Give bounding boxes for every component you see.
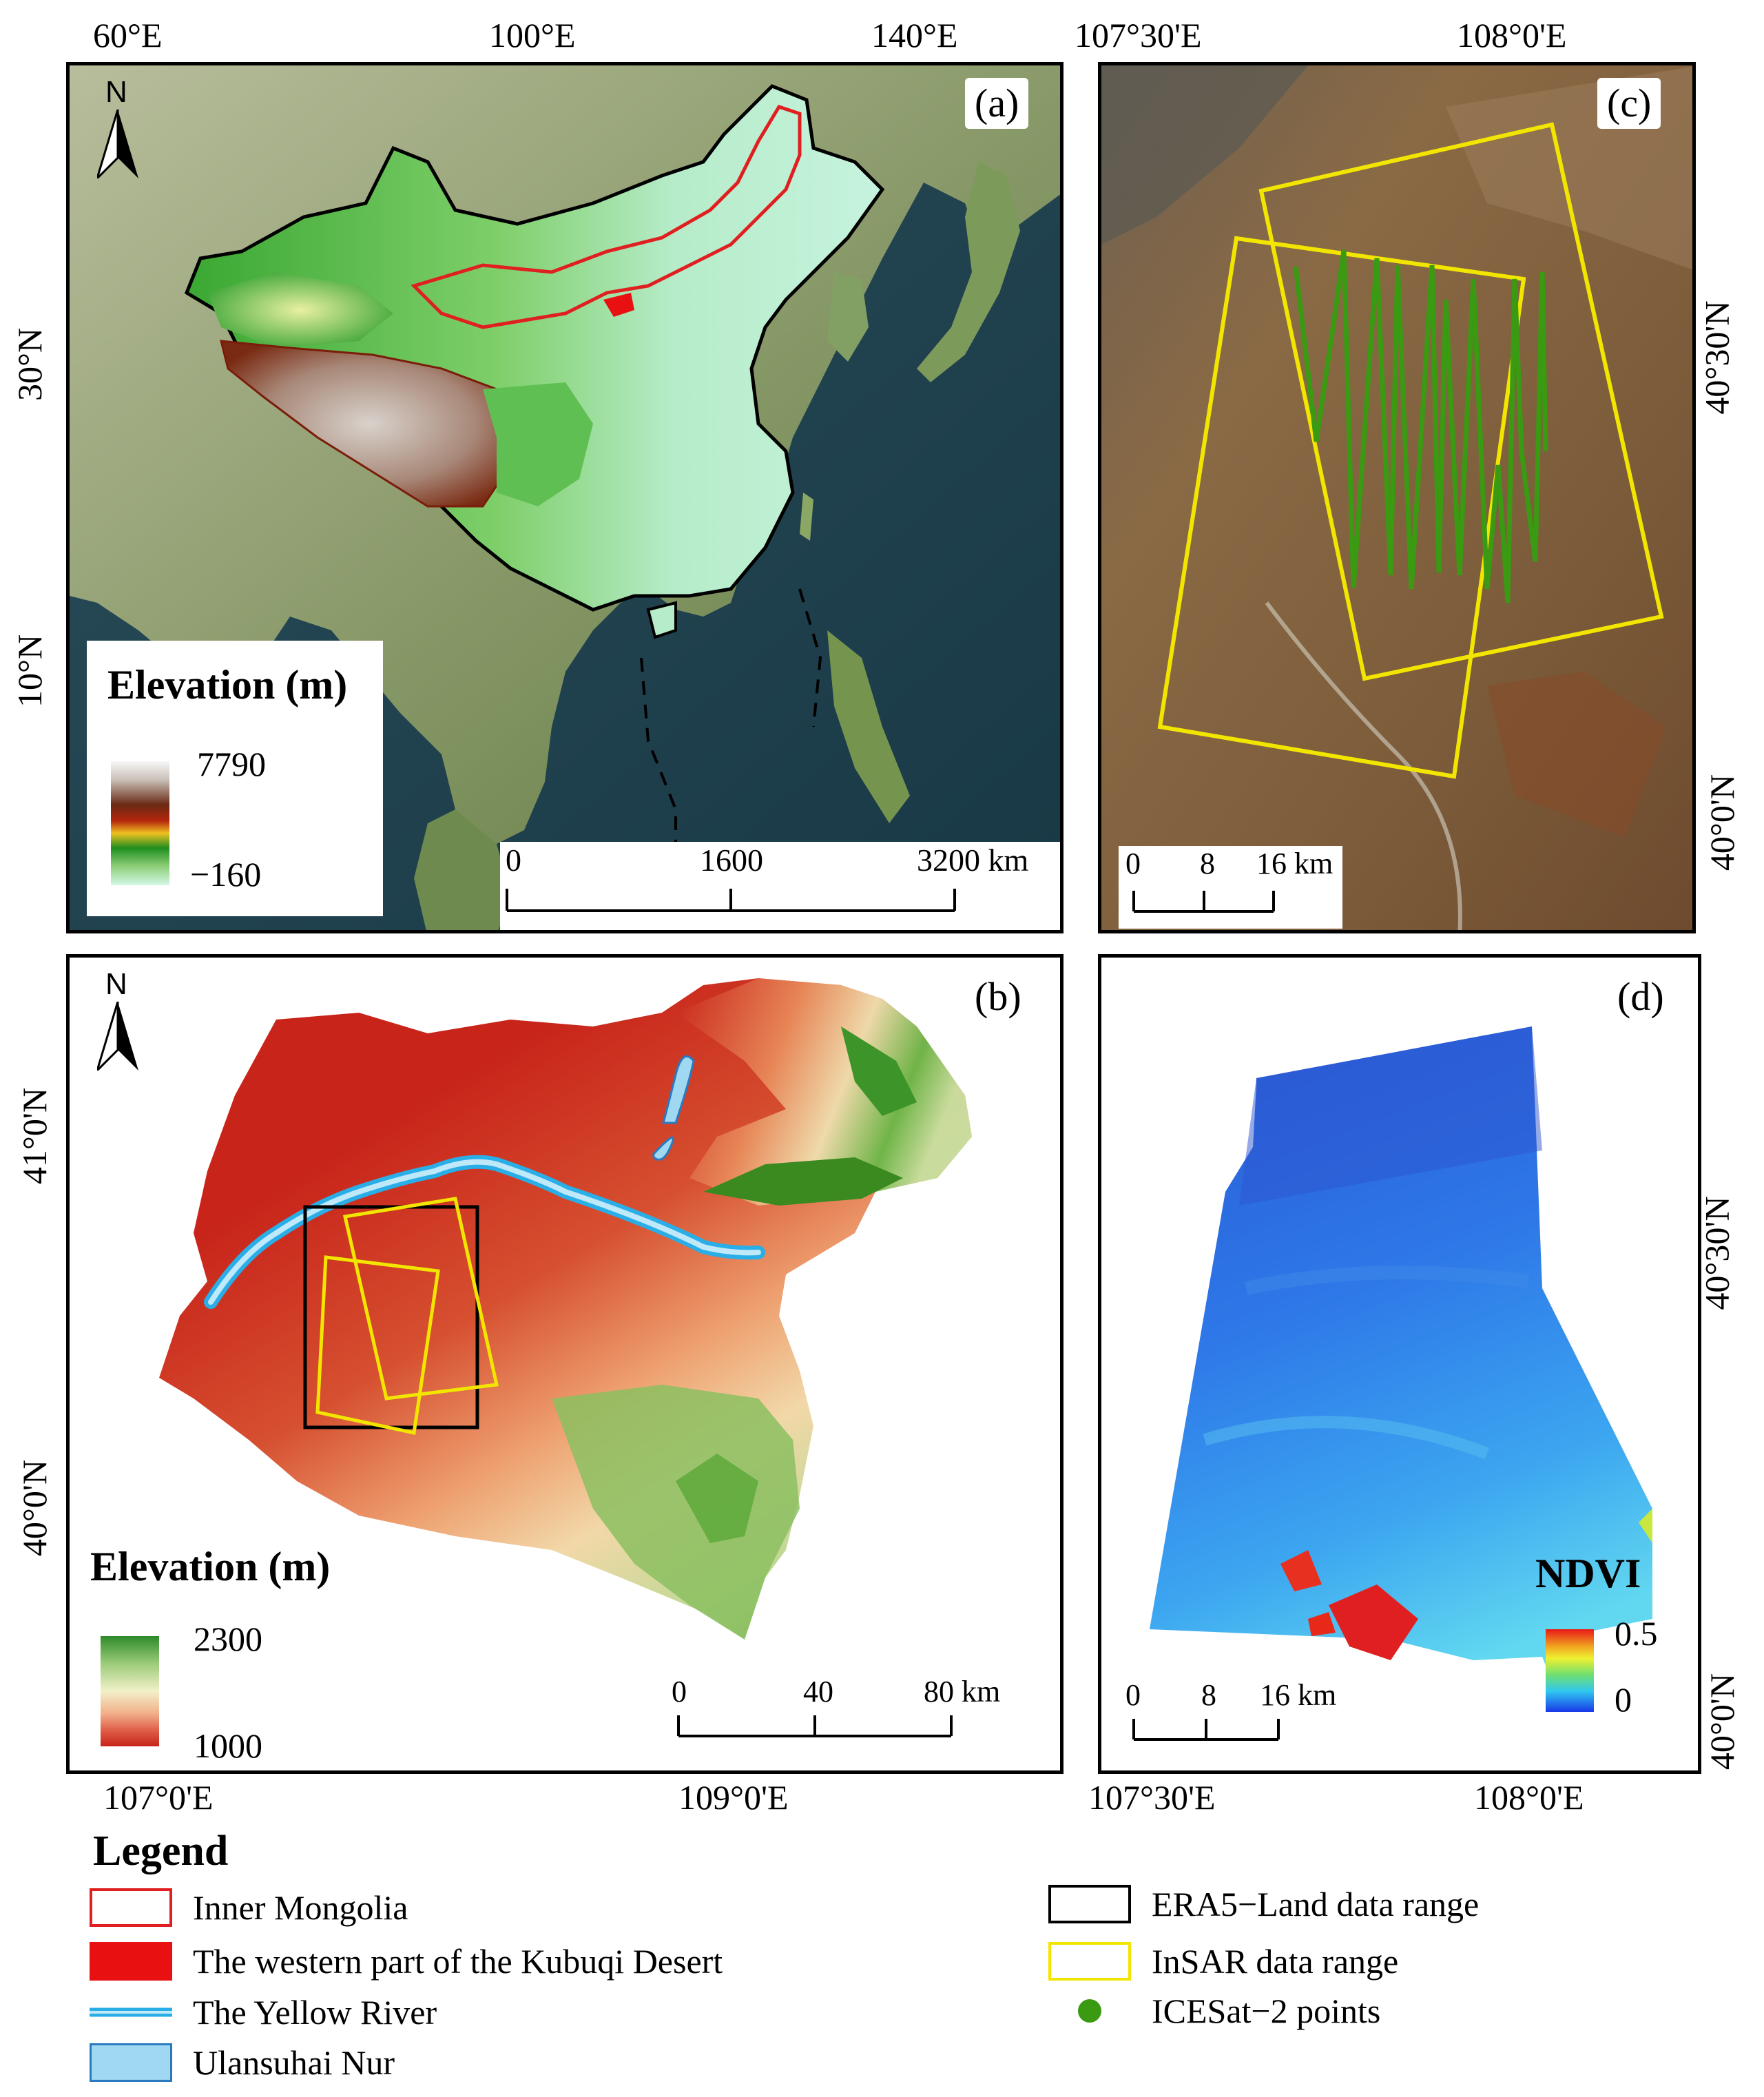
panel-d-ndvi-map: (d) NDVI 0.5 0 0 8 16 km xyxy=(1098,954,1701,1774)
legend-label: Ulansuhai Nur xyxy=(193,2043,395,2082)
ulansuhai-swatch xyxy=(90,2043,172,2082)
satellite-graphic xyxy=(1101,65,1692,930)
kubuqi-swatch xyxy=(90,1942,172,1981)
c-scale-8: 8 xyxy=(1200,847,1215,880)
a-top-tick-60e: 60°E xyxy=(93,16,163,54)
b-scale-80: 80 km xyxy=(924,1675,1001,1708)
b-left-tick-40n: 40°0'N xyxy=(15,1459,54,1557)
d-ndvi-title: NDVI xyxy=(1535,1551,1641,1596)
c-right-tick-40-0n: 40°0'N xyxy=(1703,774,1742,871)
b-bottom-tick-109e: 109°0'E xyxy=(678,1778,789,1817)
a-scale-3200: 3200 km xyxy=(917,843,1029,878)
legend-item-yellow-river: The Yellow River xyxy=(90,1992,437,2032)
legend-label: The Yellow River xyxy=(193,1993,437,2032)
a-elevation-colorbar xyxy=(111,761,169,885)
panel-b-label: (b) xyxy=(965,971,1031,1022)
b-scale-40: 40 xyxy=(803,1675,833,1708)
legend-item-era5: ERA5−Land data range xyxy=(1048,1884,1479,1924)
c-top-tick-107-30e: 107°30'E xyxy=(1075,16,1202,54)
d-scale-bar: 0 8 16 km xyxy=(1119,1677,1346,1760)
c-scale-0: 0 xyxy=(1125,847,1141,880)
d-ndvi-max: 0.5 xyxy=(1615,1614,1658,1653)
d-bottom-tick-108-0e: 108°0'E xyxy=(1474,1778,1584,1817)
b-elevation-legend: Elevation (m) 2300 1000 xyxy=(83,1543,373,1765)
panel-a-label: (a) xyxy=(965,78,1029,129)
panel-b-elevation-map: N (b) Elevation (m) 2300 1000 0 40 80 km xyxy=(66,954,1063,1774)
a-top-tick-100e: 100°E xyxy=(489,16,576,54)
ndvi-graphic xyxy=(1150,1026,1652,1674)
c-right-tick-40-30n: 40°30'N xyxy=(1697,300,1736,415)
b-elevation-title: Elevation (m) xyxy=(90,1544,331,1589)
b-elevation-min: 1000 xyxy=(194,1726,262,1765)
a-elevation-min: −160 xyxy=(190,855,262,893)
panel-c-label: (c) xyxy=(1597,78,1661,129)
b-left-tick-41n: 41°0'N xyxy=(15,1087,54,1185)
b-scale-bar: 0 40 80 km xyxy=(662,1674,1048,1757)
icesat2-dot-icon xyxy=(1078,1999,1101,2023)
legend-label: ICESat−2 points xyxy=(1152,1992,1381,2030)
legend-label: The western part of the Kubuqi Desert xyxy=(193,1942,723,1981)
panel-d-label: (d) xyxy=(1608,971,1674,1022)
legend-item-insar: InSAR data range xyxy=(1048,1941,1398,1981)
b-scale-0: 0 xyxy=(672,1675,687,1708)
icesat2-swatch xyxy=(1048,1992,1131,2030)
legend-item-icesat2: ICESat−2 points xyxy=(1048,1991,1380,2031)
d-ndvi-legend: NDVI 0.5 0 xyxy=(1528,1550,1687,1719)
a-elevation-title: Elevation (m) xyxy=(107,662,348,707)
c-top-tick-108-0e: 108°0'E xyxy=(1457,16,1567,54)
legend-label: Inner Mongolia xyxy=(193,1888,408,1927)
b-elevation-max: 2300 xyxy=(194,1620,262,1658)
a-scale-bar: 0 1600 3200 km xyxy=(500,842,1060,930)
b-bottom-tick-107e: 107°0'E xyxy=(103,1778,214,1817)
legend-item-kubuqi: The western part of the Kubuqi Desert xyxy=(90,1941,723,1981)
b-north-arrow: N xyxy=(97,967,138,1071)
inner-mongolia-swatch xyxy=(90,1888,172,1927)
a-elevation-max: 7790 xyxy=(197,745,266,783)
d-scale-0: 0 xyxy=(1125,1678,1141,1712)
d-bottom-tick-107-30e: 107°30'E xyxy=(1088,1778,1216,1817)
legend-label: InSAR data range xyxy=(1152,1942,1399,1981)
a-top-tick-140e: 140°E xyxy=(871,16,958,54)
d-ndvi-min: 0 xyxy=(1615,1680,1632,1719)
a-elevation-legend: Elevation (m) 7790 −160 xyxy=(87,641,383,916)
legend-title: Legend xyxy=(93,1828,229,1874)
a-north-arrow: N xyxy=(97,75,138,178)
b-scale-line xyxy=(677,1715,953,1737)
b-north-label: N xyxy=(105,967,127,1001)
b-elevation-colorbar xyxy=(101,1636,159,1746)
c-scale-16: 16 km xyxy=(1256,847,1334,880)
d-scale-8: 8 xyxy=(1201,1678,1216,1712)
a-scale-0: 0 xyxy=(506,843,521,878)
a-north-label: N xyxy=(105,75,127,109)
d-scale-line xyxy=(1132,1719,1280,1741)
c-scale-bar: 0 8 16 km xyxy=(1119,846,1342,929)
d-scale-16: 16 km xyxy=(1260,1678,1337,1712)
panel-c-satellite-image: (c) 0 8 16 km xyxy=(1098,62,1696,933)
legend-item-ulansuhai: Ulansuhai Nur xyxy=(90,2043,395,2083)
a-left-tick-30n: 30°N xyxy=(10,327,50,402)
d-right-tick-40-30n: 40°30'N xyxy=(1697,1196,1736,1310)
north-arrow-icon xyxy=(97,110,138,178)
legend-item-inner-mongolia: Inner Mongolia xyxy=(90,1888,408,1928)
a-scale-1600: 1600 xyxy=(700,843,763,878)
a-left-tick-10n: 10°N xyxy=(10,634,50,708)
region-map-graphic xyxy=(159,978,972,1640)
yellow-river-swatch xyxy=(90,1993,172,2032)
c-scale-line xyxy=(1132,891,1275,913)
panel-a-china-map: N (a) Elevation (m) 7790 −160 0 1600 320… xyxy=(66,62,1063,933)
insar-swatch xyxy=(1048,1942,1131,1981)
north-arrow-icon xyxy=(97,1002,138,1071)
d-right-tick-40-0n: 40°0'N xyxy=(1703,1673,1742,1770)
d-ndvi-colorbar xyxy=(1546,1629,1594,1712)
legend-label: ERA5−Land data range xyxy=(1152,1885,1480,1923)
era5-swatch xyxy=(1048,1885,1131,1923)
a-scale-line xyxy=(506,889,956,912)
